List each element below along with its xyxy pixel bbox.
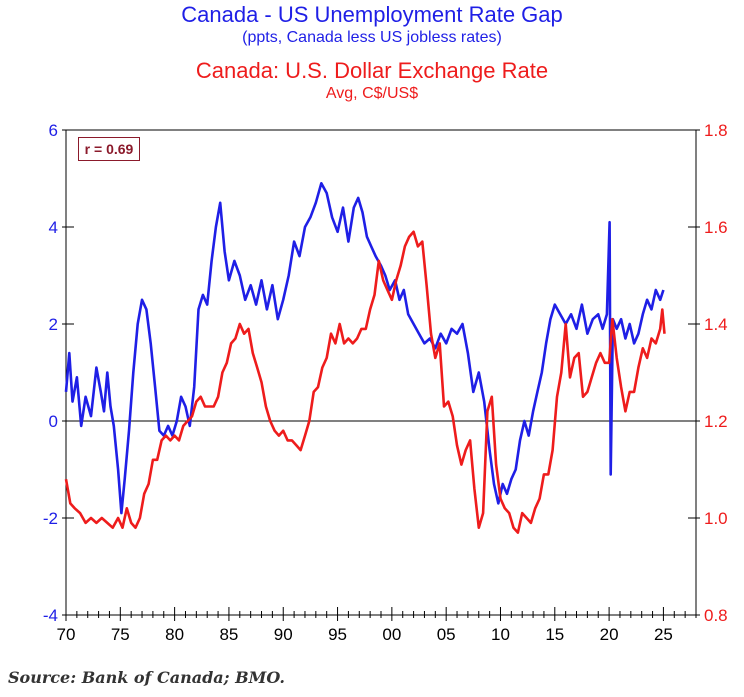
chart-subtitle-fx: Avg, C$/US$ bbox=[325, 85, 419, 102]
chart-subtitle-gap: (ppts, Canada less US jobless rates) bbox=[242, 29, 502, 46]
left-tick-label: -2 bbox=[43, 509, 58, 528]
left-tick-label: 0 bbox=[49, 412, 58, 431]
x-tick-label: 20 bbox=[600, 625, 619, 644]
x-tick-label: 75 bbox=[111, 625, 130, 644]
gap-series-line bbox=[64, 182, 665, 515]
x-tick-label: 05 bbox=[437, 625, 456, 644]
x-tick-label: 90 bbox=[274, 625, 293, 644]
x-tick-label: 25 bbox=[654, 625, 673, 644]
x-tick-label: 15 bbox=[545, 625, 564, 644]
x-tick-label: 80 bbox=[165, 625, 184, 644]
right-tick-label: 1.6 bbox=[704, 218, 728, 237]
right-tick-label: 0.8 bbox=[704, 606, 728, 625]
source-note: Source: Bank of Canada; BMO. bbox=[8, 668, 285, 687]
x-tick-label: 10 bbox=[491, 625, 510, 644]
left-tick-label: -4 bbox=[43, 606, 58, 625]
correlation-label: r = 0.69 bbox=[84, 141, 134, 157]
fx-series-line bbox=[64, 230, 666, 534]
correlation-annotation: r = 0.69 bbox=[78, 137, 140, 161]
chart-title-fx: Canada: U.S. Dollar Exchange Rate bbox=[195, 58, 549, 83]
left-tick-label: 4 bbox=[49, 218, 58, 237]
chart-title-gap: Canada - US Unemployment Rate Gap bbox=[181, 2, 563, 27]
left-tick-label: 2 bbox=[49, 315, 58, 334]
x-tick-label: 70 bbox=[57, 625, 76, 644]
left-tick-label: 6 bbox=[49, 121, 58, 140]
x-tick-label: 95 bbox=[328, 625, 347, 644]
right-tick-label: 1.0 bbox=[704, 509, 728, 528]
plot-frame bbox=[65, 129, 697, 616]
x-tick-label: 85 bbox=[219, 625, 238, 644]
x-tick-label: 00 bbox=[382, 625, 401, 644]
right-tick-label: 1.4 bbox=[704, 315, 728, 334]
right-tick-label: 1.2 bbox=[704, 412, 728, 431]
right-tick-label: 1.8 bbox=[704, 121, 728, 140]
